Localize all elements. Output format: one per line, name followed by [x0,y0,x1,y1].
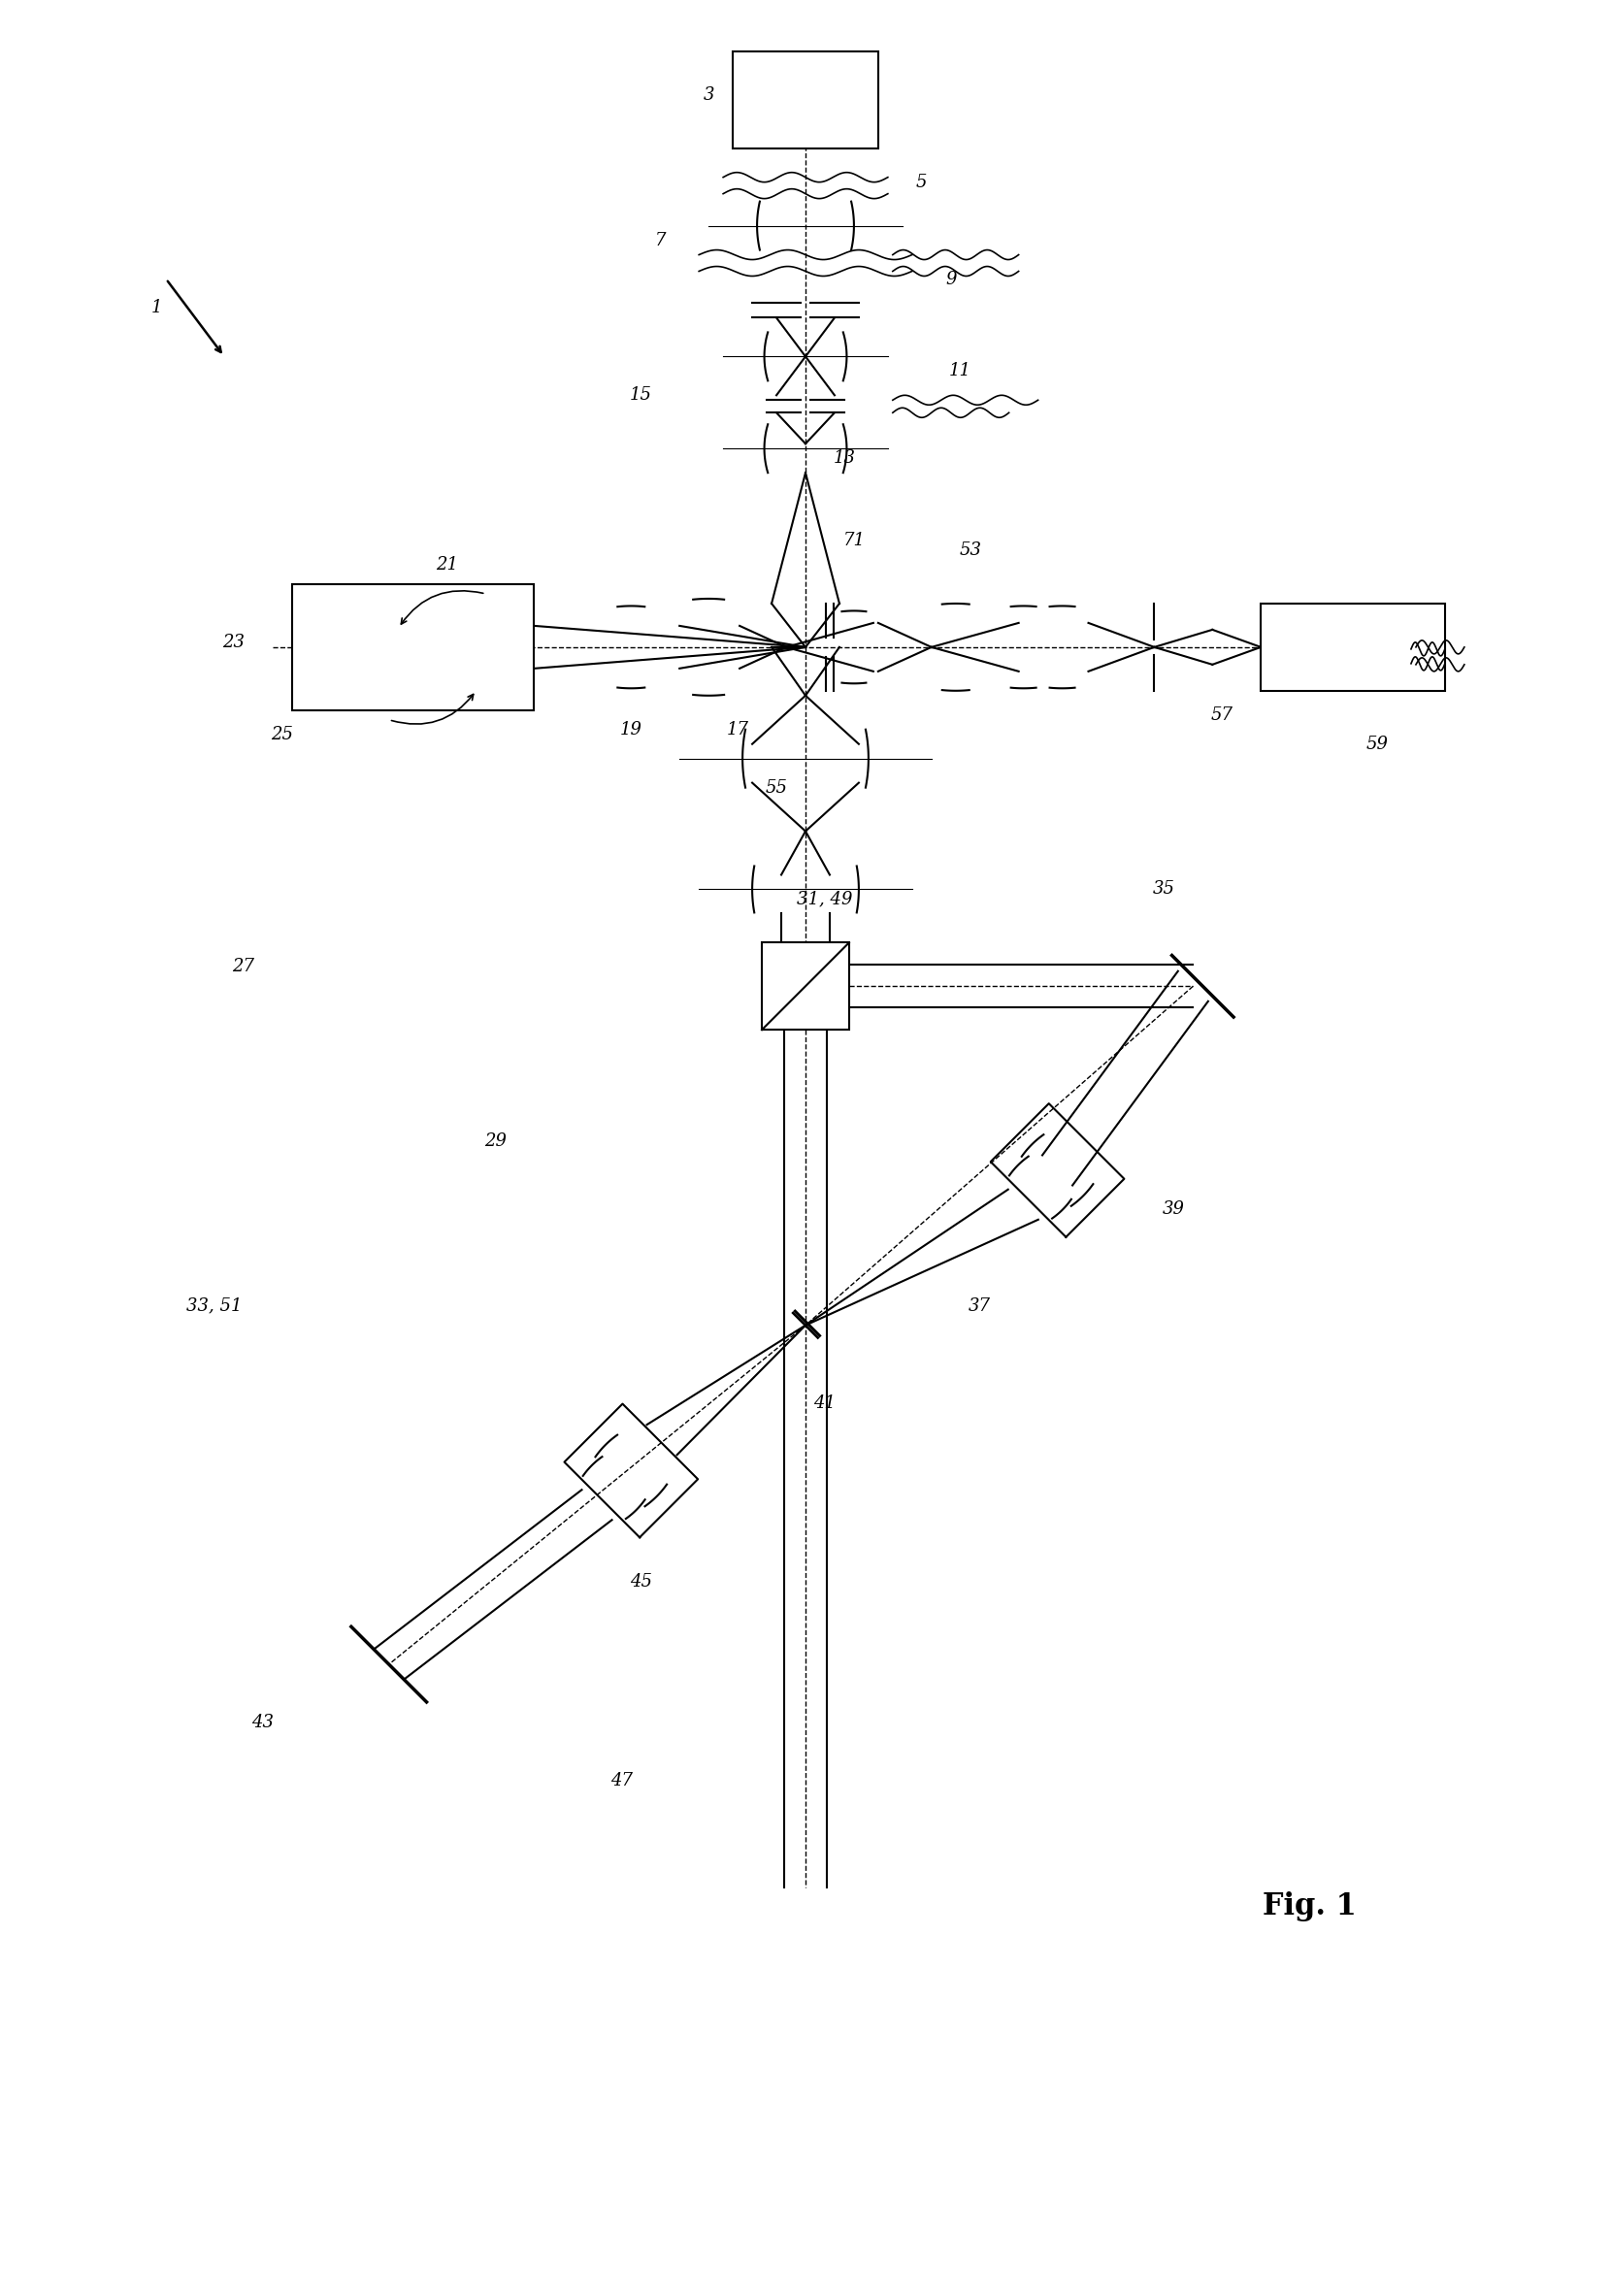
Bar [762,944,849,1031]
Text: 59: 59 [1366,735,1389,753]
Text: 43: 43 [251,1713,274,1731]
Text: 47: 47 [611,1773,633,1789]
Text: 15: 15 [630,386,652,404]
Text: 57: 57 [1211,707,1234,723]
Text: 19: 19 [620,721,643,739]
Text: 71: 71 [843,533,865,549]
Bar [292,583,535,709]
Bar [733,51,878,149]
Text: 27: 27 [232,957,255,976]
Text: 11: 11 [949,363,971,379]
Text: 23: 23 [222,634,245,652]
Text: 5: 5 [917,174,928,191]
Text: 1: 1 [151,298,163,317]
Text: Fig. 1: Fig. 1 [1263,1892,1356,1922]
Text: 17: 17 [727,721,749,739]
Text: 9: 9 [946,271,957,287]
Text: 41: 41 [814,1394,836,1412]
Text: 33, 51: 33, 51 [187,1297,242,1316]
Text: 25: 25 [271,726,293,744]
Text: 31, 49: 31, 49 [797,891,852,907]
Text: 37: 37 [968,1297,991,1316]
Text: 53: 53 [959,542,981,558]
Text: 55: 55 [765,778,788,797]
Text: 29: 29 [485,1132,506,1150]
Text: 21: 21 [437,556,458,574]
Text: 39: 39 [1163,1201,1184,1217]
Text: 3: 3 [702,87,714,103]
Text: 45: 45 [630,1573,652,1591]
Text: 13: 13 [833,450,855,466]
Text: 7: 7 [654,232,665,248]
Text: 35: 35 [1153,882,1174,898]
Bar [1261,604,1445,691]
